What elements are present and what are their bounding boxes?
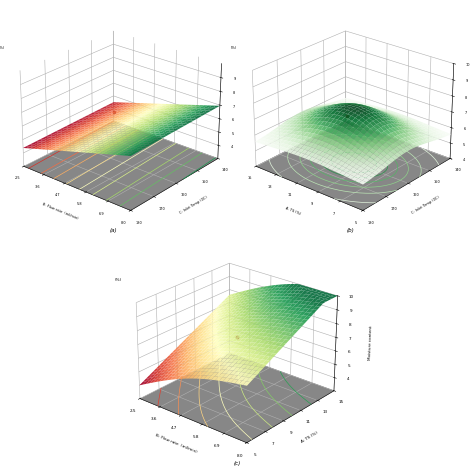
Y-axis label: C: Inlet Temp (0C): C: Inlet Temp (0C) (179, 196, 209, 215)
X-axis label: B: Flow rate  (ml/min): B: Flow rate (ml/min) (42, 202, 79, 220)
Text: (%): (%) (231, 46, 237, 50)
X-axis label: B: Flow rate  (ml/min): B: Flow rate (ml/min) (155, 433, 198, 454)
Y-axis label: A: TS (%): A: TS (%) (301, 431, 319, 444)
Text: (%): (%) (115, 278, 122, 282)
Text: (c): (c) (233, 461, 241, 465)
Text: (%): (%) (0, 46, 5, 50)
Text: (b): (b) (347, 228, 355, 233)
Y-axis label: C: Inlet Temp (0C): C: Inlet Temp (0C) (411, 196, 441, 215)
X-axis label: A: TS (%): A: TS (%) (284, 206, 301, 216)
Text: (a): (a) (110, 228, 118, 233)
